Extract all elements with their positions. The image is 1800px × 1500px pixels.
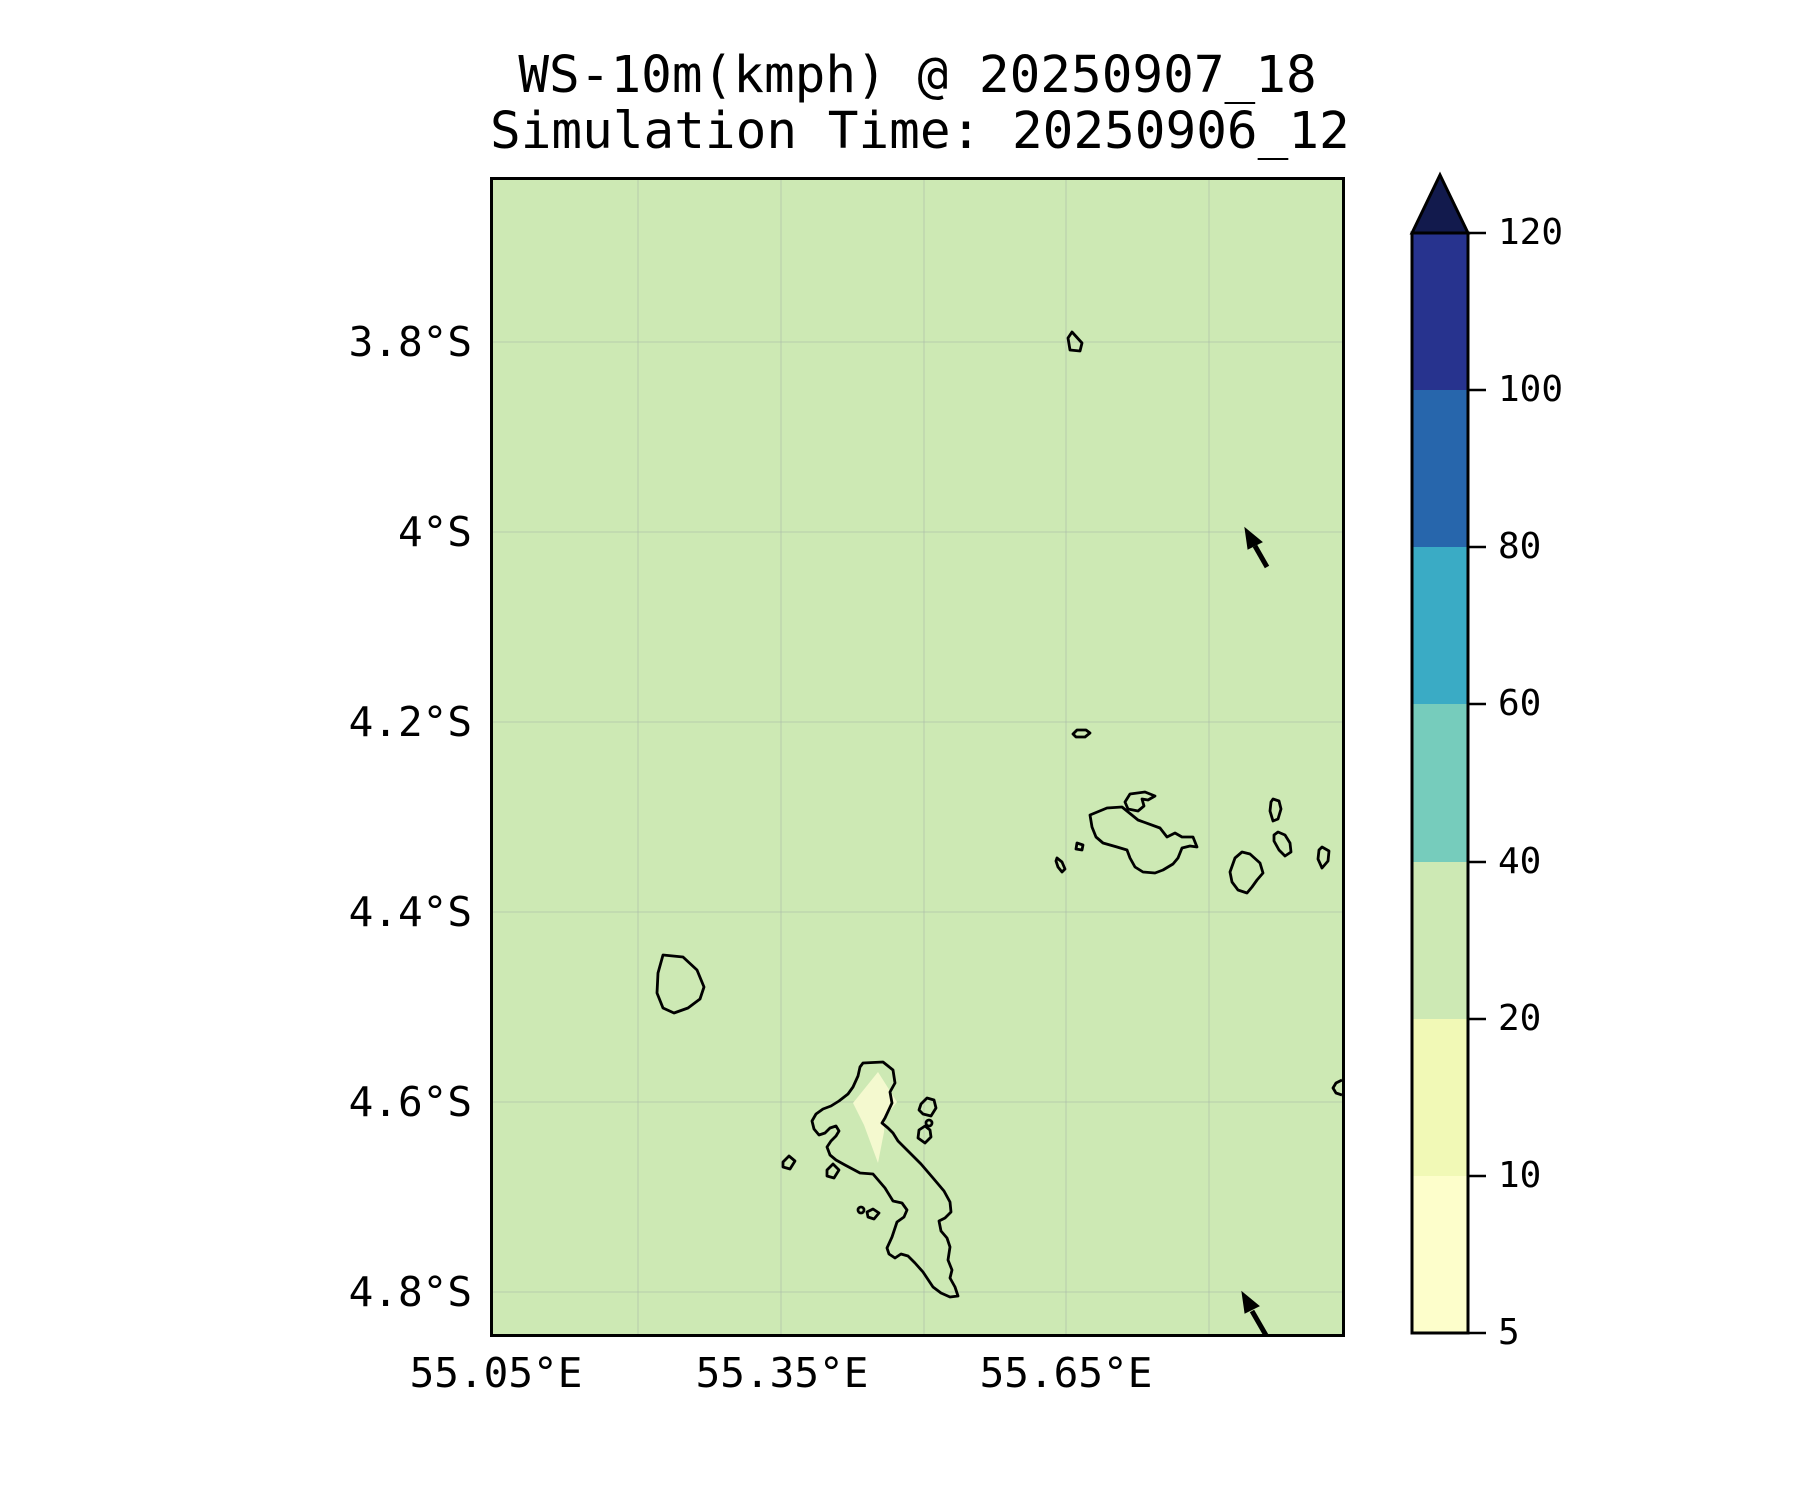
colorbar-extend-triangle xyxy=(1409,171,1471,235)
curieuse-island xyxy=(1123,790,1157,813)
colorbar-segment-40-60 xyxy=(1412,704,1468,862)
figure-subtitle: Simulation Time: 20250906_12 xyxy=(490,102,1350,161)
coastlines xyxy=(655,330,1342,1299)
ste-anne-island xyxy=(917,1096,938,1118)
denis-island xyxy=(1066,330,1084,353)
praslin-island xyxy=(1088,805,1199,875)
lat-tick-label: 4.6°S xyxy=(348,1078,472,1126)
lat-tick-label: 3.8°S xyxy=(348,318,472,366)
lat-tick-label: 4°S xyxy=(397,508,472,556)
colorbar-ticks xyxy=(1468,231,1486,1335)
east-islet xyxy=(1316,845,1331,870)
low-windspeed-patch xyxy=(853,1072,897,1163)
mahe-island xyxy=(810,1060,960,1299)
wind-arrow-north xyxy=(1244,526,1270,569)
cerf-island xyxy=(916,1124,933,1145)
colorbar-tick-label: 5 xyxy=(1498,1312,1520,1353)
conception-island xyxy=(781,1154,797,1171)
map-canvas xyxy=(493,180,1342,1334)
lon-tick-label: 55.05°E xyxy=(409,1349,583,1397)
colorbar-segment-60-80 xyxy=(1412,547,1468,704)
lon-tick-label: 55.35°E xyxy=(695,1349,869,1397)
lat-tick-label: 4.8°S xyxy=(348,1268,472,1316)
silhouette-island xyxy=(655,953,706,1015)
cousine-island xyxy=(1054,856,1067,874)
colorbar-tick-label: 20 xyxy=(1498,998,1542,1039)
lat-tick-label: 4.2°S xyxy=(348,698,472,746)
cousin-island xyxy=(1074,841,1085,852)
southwest-islet-a xyxy=(856,1205,866,1215)
colorbar-tick-label: 60 xyxy=(1498,683,1542,724)
map-panel xyxy=(490,177,1345,1337)
colorbar-segment-100-120 xyxy=(1412,233,1468,390)
fregate-island-clipped xyxy=(1331,1078,1342,1097)
colorbar-segment-10-20 xyxy=(1412,1019,1468,1176)
southwest-islet-b xyxy=(865,1207,881,1221)
colorbar-tick-label: 120 xyxy=(1498,212,1564,253)
colorbar-tick-label: 40 xyxy=(1498,841,1542,882)
colorbar xyxy=(1409,171,1486,1335)
colorbar-outline xyxy=(1410,231,1470,1335)
colorbar-tick-label: 100 xyxy=(1498,369,1564,410)
marianne-island xyxy=(1272,830,1293,858)
wind-arrow-south xyxy=(1241,1290,1269,1334)
moyenne-islet xyxy=(924,1118,934,1128)
graticule-gridlines xyxy=(493,180,1342,1334)
colorbar-tick-label: 10 xyxy=(1498,1155,1542,1196)
therese-island xyxy=(825,1162,841,1180)
lon-tick-label: 55.65°E xyxy=(979,1349,1153,1397)
felicite-island xyxy=(1268,797,1283,823)
lat-tick-label: 4.4°S xyxy=(348,888,472,936)
colorbar-tick-label: 80 xyxy=(1498,526,1542,567)
colorbar-segment-20-40 xyxy=(1412,862,1468,1019)
wind-arrows xyxy=(1241,526,1270,1334)
colorbar-segment-5-10 xyxy=(1412,1176,1468,1333)
colorbar-segment-80-100 xyxy=(1412,390,1468,547)
figure-title: WS-10m(kmph) @ 20250907_18 xyxy=(518,46,1317,105)
colorbar-segments xyxy=(1412,233,1468,1333)
la-digue-island xyxy=(1228,850,1265,895)
aride-island xyxy=(1071,728,1092,739)
